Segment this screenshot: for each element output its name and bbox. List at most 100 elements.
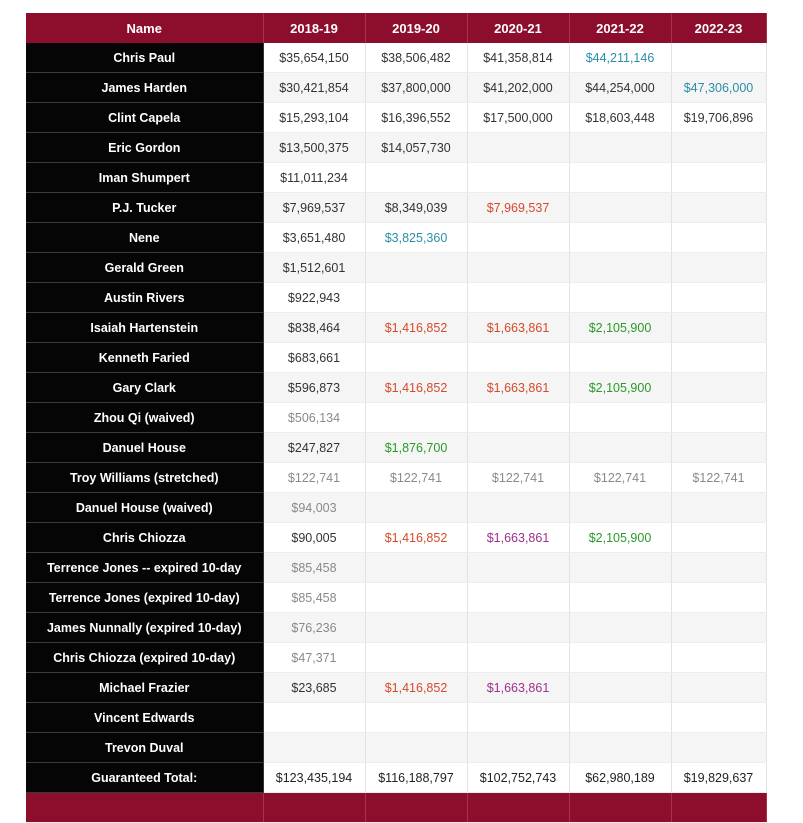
salary-cell: $16,396,552 — [365, 102, 468, 133]
guaranteed-total-cell: $62,980,189 — [569, 762, 672, 793]
header-year[interactable]: 2020-21 — [467, 13, 570, 43]
guaranteed-total-cell: $102,752,743 — [467, 762, 570, 793]
salary-cell: $122,741 — [569, 462, 672, 493]
table-row: Gary Clark $596,873 $1,416,852 $1,663,861 $2… — [26, 372, 767, 403]
salary-cell: $18,603,448 — [569, 102, 672, 133]
player-name[interactable]: Gerald Green — [26, 252, 264, 283]
salary-cell — [671, 492, 767, 523]
salary-cell — [671, 372, 767, 403]
salary-cell — [569, 402, 672, 433]
table-row: Chris Paul $35,654,150 $38,506,482 $41,358,… — [26, 43, 767, 73]
player-name[interactable]: Terrence Jones -- expired 10-day — [26, 552, 264, 583]
table-row: Eric Gordon $13,500,375 $14,057,730 — [26, 132, 767, 163]
player-name[interactable]: Danuel House — [26, 432, 264, 463]
salary-cell — [569, 162, 672, 193]
player-name[interactable]: Vincent Edwards — [26, 702, 264, 733]
player-name[interactable]: Troy Williams (stretched) — [26, 462, 264, 493]
player-name[interactable]: P.J. Tucker — [26, 192, 264, 223]
header-name[interactable]: Name — [26, 13, 264, 43]
salary-cell: $1,876,700 — [365, 432, 468, 463]
salary-cell — [467, 252, 570, 283]
player-name[interactable]: Chris Chiozza (expired 10-day) — [26, 642, 264, 673]
player-name[interactable]: Isaiah Hartenstein — [26, 312, 264, 343]
player-name[interactable]: Kenneth Faried — [26, 342, 264, 373]
player-name[interactable]: Austin Rivers — [26, 282, 264, 313]
table-row: Clint Capela $15,293,104 $16,396,552 $17,50… — [26, 102, 767, 133]
salary-cell: $1,663,861 — [467, 672, 570, 703]
table-row: Danuel House $247,827 $1,876,700 — [26, 432, 767, 463]
salary-cell: $2,105,900 — [569, 372, 672, 403]
cap-total-label — [26, 792, 264, 823]
salary-cell — [671, 252, 767, 283]
salary-cell: $1,416,852 — [365, 372, 468, 403]
salary-cell — [365, 282, 468, 313]
guaranteed-total-row: Guaranteed Total: $123,435,194 $116,188,… — [26, 762, 767, 793]
salary-cell: $13,500,375 — [263, 132, 366, 163]
salary-table-body: Chris Paul $35,654,150 $38,506,482 $41,358,… — [26, 43, 767, 763]
salary-cell — [365, 402, 468, 433]
header-year[interactable]: 2018-19 — [263, 13, 366, 43]
salary-cell — [569, 552, 672, 583]
salary-cell — [569, 342, 672, 373]
salary-cell — [263, 702, 366, 733]
salary-cell: $85,458 — [263, 582, 366, 613]
cap-total-row — [26, 792, 767, 823]
salary-cell: $2,105,900 — [569, 312, 672, 343]
table-row: Chris Chiozza (expired 10-day) $47,371 — [26, 642, 767, 673]
salary-cell — [671, 642, 767, 673]
salary-cell: $1,663,861 — [467, 372, 570, 403]
player-name[interactable]: Danuel House (waived) — [26, 492, 264, 523]
salary-cell — [365, 612, 468, 643]
player-name[interactable]: Eric Gordon — [26, 132, 264, 163]
salary-cell — [467, 732, 570, 763]
salary-cell: $41,358,814 — [467, 43, 570, 73]
guaranteed-total-cell: $19,829,637 — [671, 762, 767, 793]
player-name[interactable]: Nene — [26, 222, 264, 253]
salary-cell — [569, 492, 672, 523]
salary-cell: $14,057,730 — [365, 132, 468, 163]
salary-cell: $838,464 — [263, 312, 366, 343]
salary-cell — [467, 432, 570, 463]
player-name[interactable]: Gary Clark — [26, 372, 264, 403]
salary-cell: $596,873 — [263, 372, 366, 403]
salary-cell: $1,512,601 — [263, 252, 366, 283]
salary-cell — [467, 552, 570, 583]
salary-cell: $19,706,896 — [671, 102, 767, 133]
salary-cell: $38,506,482 — [365, 43, 468, 73]
salary-cell: $1,416,852 — [365, 522, 468, 553]
player-name[interactable]: Trevon Duval — [26, 732, 264, 763]
salary-cell — [569, 732, 672, 763]
player-name[interactable]: Chris Paul — [26, 43, 264, 73]
salary-cell — [671, 402, 767, 433]
salary-cell: $44,211,146 — [569, 43, 672, 73]
player-name[interactable]: Iman Shumpert — [26, 162, 264, 193]
salary-cell: $44,254,000 — [569, 72, 672, 103]
salary-cell — [365, 642, 468, 673]
player-name[interactable]: James Nunnally (expired 10-day) — [26, 612, 264, 643]
salary-cell — [671, 162, 767, 193]
header-year[interactable]: 2019-20 — [365, 13, 468, 43]
header-year[interactable]: 2022-23 — [671, 13, 767, 43]
salary-cell — [671, 612, 767, 643]
table-row: James Harden $30,421,854 $37,800,000 $41,20… — [26, 72, 767, 103]
salary-cell: $85,458 — [263, 552, 366, 583]
salary-cell: $1,416,852 — [365, 312, 468, 343]
salary-cell — [671, 522, 767, 553]
header-year[interactable]: 2021-22 — [569, 13, 672, 43]
salary-cell — [569, 672, 672, 703]
salary-cell: $15,293,104 — [263, 102, 366, 133]
player-name[interactable]: James Harden — [26, 72, 264, 103]
salary-cell — [263, 732, 366, 763]
player-name[interactable]: Michael Frazier — [26, 672, 264, 703]
player-name[interactable]: Chris Chiozza — [26, 522, 264, 553]
salary-cell: $2,105,900 — [569, 522, 672, 553]
header-row: Name 2018-19 2019-20 2020-21 2021-22 202… — [26, 13, 767, 43]
table-row: Danuel House (waived) $94,003 — [26, 492, 767, 523]
salary-cell: $506,134 — [263, 402, 366, 433]
player-name[interactable]: Zhou Qi (waived) — [26, 402, 264, 433]
table-row: Kenneth Faried $683,661 — [26, 342, 767, 373]
salary-cell — [569, 192, 672, 223]
player-name[interactable]: Terrence Jones (expired 10-day) — [26, 582, 264, 613]
player-name[interactable]: Clint Capela — [26, 102, 264, 133]
salary-cell — [671, 732, 767, 763]
